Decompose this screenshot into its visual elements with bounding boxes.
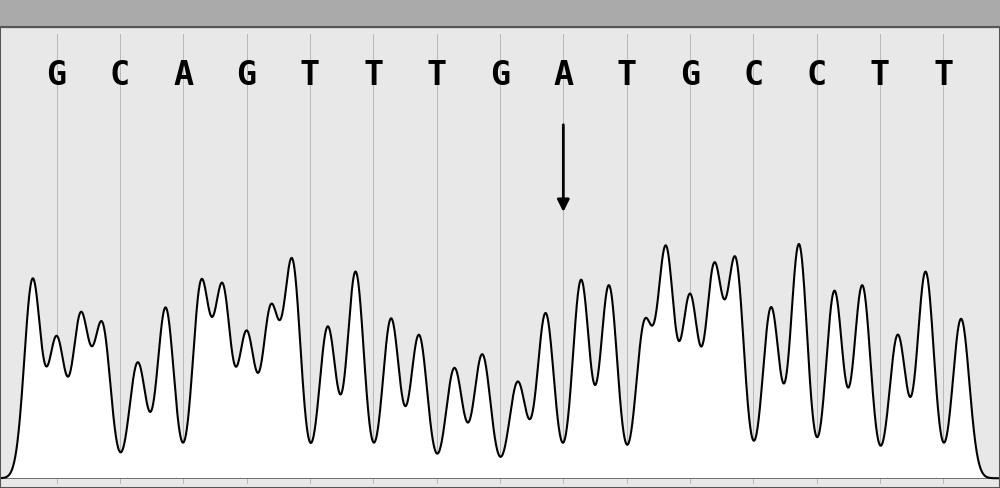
Text: T: T (300, 59, 320, 92)
Text: T: T (427, 59, 447, 92)
Text: G: G (680, 59, 700, 92)
Text: C: C (110, 59, 130, 92)
Text: T: T (363, 59, 383, 92)
Text: A: A (173, 59, 193, 92)
Text: G: G (237, 59, 257, 92)
Text: C: C (743, 59, 763, 92)
Text: T: T (617, 59, 637, 92)
Text: G: G (490, 59, 510, 92)
Text: T: T (933, 59, 953, 92)
Text: C: C (807, 59, 827, 92)
Text: A: A (553, 59, 573, 92)
Text: G: G (47, 59, 67, 92)
Text: T: T (870, 59, 890, 92)
Bar (0, 0, 1000, 27)
